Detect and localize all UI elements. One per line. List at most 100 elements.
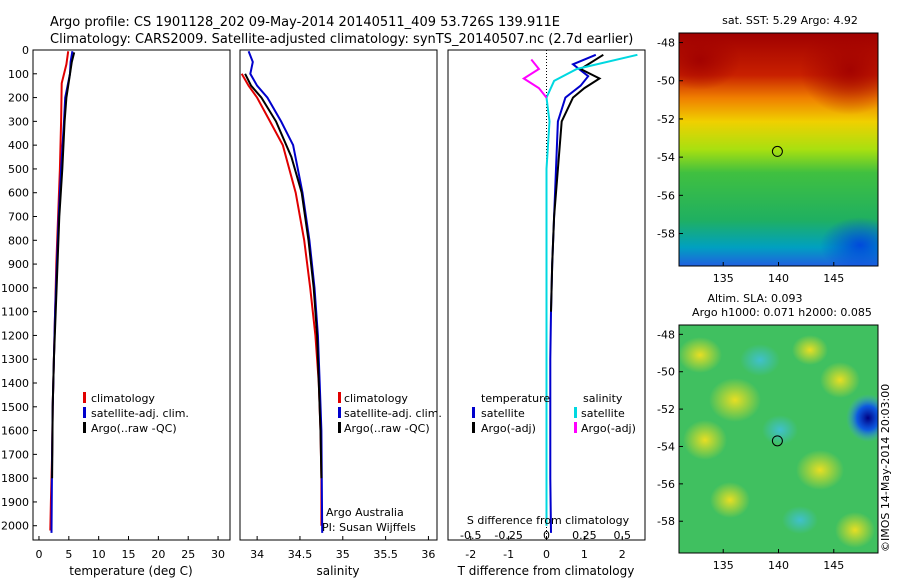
legend-title-salinity: salinity [583,392,623,405]
lat-tick-label: -52 [657,113,675,126]
x-tick-label: 5 [65,548,72,561]
legend-label-climatology: climatology [91,392,155,405]
legend-title-temperature: temperature [481,392,550,405]
s-diff-tick-label: -0.5 [460,529,481,542]
legend-swatch-argo [338,422,341,433]
depth-tick-label: 100 [8,68,29,81]
lon-tick-label: 135 [713,272,734,285]
x-tick-label: 0 [35,548,42,561]
depth-tick-label: 0 [22,44,29,57]
depth-tick-label: 1100 [1,306,29,319]
lon-tick-label: 145 [823,559,844,572]
depth-tick-label: 1000 [1,282,29,295]
difference-panel: -2 -1 0 1 2 -0.5 -0.25 0 0.25 0.5 temperature sat… [447,49,646,578]
lat-tick-label: -48 [657,328,675,341]
s-diff-tick-label: -0.25 [494,529,522,542]
lat-tick-label: -50 [657,366,675,379]
series-line-argo-raw-qc- [51,52,76,479]
depth-tick-label: 1900 [1,496,29,509]
lat-tick-label: -50 [657,75,675,88]
salinity-legend: climatology satellite-adj. clim. Argo(..… [338,392,442,435]
temperature-plot-frame [32,49,231,541]
float-location-marker [771,435,783,447]
lon-tick-label: 140 [768,559,789,572]
x-tick-label: 2 [619,548,626,561]
legend-swatch-s-argo [574,422,577,433]
depth-tick-label: 2000 [1,520,29,533]
legend-label-t-satellite: satellite [481,407,525,420]
sst-map-panel: sat. SST: 5.29 Argo: 4.92 135 140 145 -48 -5… [657,14,879,285]
lat-tick-label: -54 [657,440,675,453]
temperature-panel: 0100200300400500600700800900100011001200… [1,44,231,578]
x-tick-label: 20 [151,548,165,561]
legend-swatch-climatology [338,392,341,403]
depth-tick-label: 400 [8,139,29,152]
temperature-x-axis: 0 5 10 15 20 25 30 [35,536,225,561]
copyright-note: ©IMOS 14-May-2014 20:03:00 [879,384,892,552]
salinity-plot-frame [239,49,438,541]
salinity-series [240,50,324,533]
difference-series [521,53,638,533]
sst-map-title: sat. SST: 5.29 Argo: 4.92 [722,14,858,27]
sla-map-title-1: Altim. SLA: 0.093 [707,292,802,305]
title-line-2: Climatology: CARS2009. Satellite-adjuste… [50,32,633,47]
depth-axis: 0 100 200 300 400 500 600 700 800 900 1000 1100 1200… [1,44,37,533]
lon-tick-label: 140 [768,272,789,285]
x-tick-label: 34.5 [288,548,313,561]
x-tick-label: 15 [122,548,136,561]
legend-swatch-t-argo [472,422,475,433]
sla-map-panel: Altim. SLA: 0.093 Argo h1000: 0.071 h200… [657,292,879,572]
legend-swatch-s-satellite [574,407,577,418]
depth-tick-label: 1200 [1,329,29,342]
credit-line-1: Argo Australia [326,506,404,519]
x-tick-label: 36 [421,548,435,561]
lon-tick-label: 135 [713,559,734,572]
legend-swatch-satellite [338,407,341,418]
x-tick-label: -2 [465,548,476,561]
credit-line-2: PI: Susan Wijffels [322,521,416,534]
legend-label-argo: Argo(..raw -QC) [344,422,430,435]
difference-legend: temperature satellite Argo(-adj) salinit… [472,392,636,435]
salinity-x-label: salinity [316,564,359,578]
x-tick-label: -1 [503,548,514,561]
temperature-legend: climatology satellite-adj. clim. Argo(..… [83,392,189,435]
depth-tick-label: 800 [8,234,29,247]
depth-tick-label: 1800 [1,472,29,485]
temperature-series [49,51,76,533]
depth-tick-label: 300 [8,115,29,128]
x-tick-label: 35.5 [373,548,398,561]
depth-tick-label: 1400 [1,377,29,390]
s-diff-tick-label: 0.25 [572,529,597,542]
lon-tick-label: 145 [823,272,844,285]
lat-tick-label: -54 [657,151,675,164]
x-tick-label: 10 [92,548,106,561]
sst-map-axes: 135 140 145 -48 -50 -52 -54 -56 -58 [657,37,844,285]
lat-tick-label: -52 [657,403,675,416]
legend-label-argo: Argo(..raw -QC) [91,422,177,435]
series-line-salinity-argo-adj- [521,58,548,99]
legend-label-s-argo: Argo(-adj) [581,422,636,435]
legend-swatch-t-satellite [472,407,475,418]
float-location-marker [771,145,783,157]
depth-tick-label: 900 [8,258,29,271]
depth-tick-label: 1700 [1,448,29,461]
legend-label-s-satellite: satellite [581,407,625,420]
series-line-temperature-satellite [549,53,597,533]
t-difference-label: T difference from climatology [457,564,635,578]
x-tick-label: 25 [181,548,195,561]
sst-field [679,33,878,266]
legend-label-t-argo: Argo(-adj) [481,422,536,435]
depth-tick-label: 1600 [1,425,29,438]
lat-tick-label: -58 [657,515,675,528]
depth-tick-label: 1300 [1,353,29,366]
x-tick-label: 34 [250,548,264,561]
depth-tick-label: 200 [8,92,29,105]
s-diff-tick-label: 0 [543,529,550,542]
lat-tick-label: -56 [657,189,675,202]
salinity-x-axis: 34 34.5 35 35.5 36 [250,536,435,561]
series-line-temperature-argo-adj- [550,53,604,312]
depth-tick-label: 1500 [1,401,29,414]
legend-label-satellite: satellite-adj. clim. [91,407,189,420]
title-line-1: Argo profile: CS 1901128_202 09-May-2014… [50,15,560,30]
temperature-x-label: temperature (deg C) [69,564,192,578]
